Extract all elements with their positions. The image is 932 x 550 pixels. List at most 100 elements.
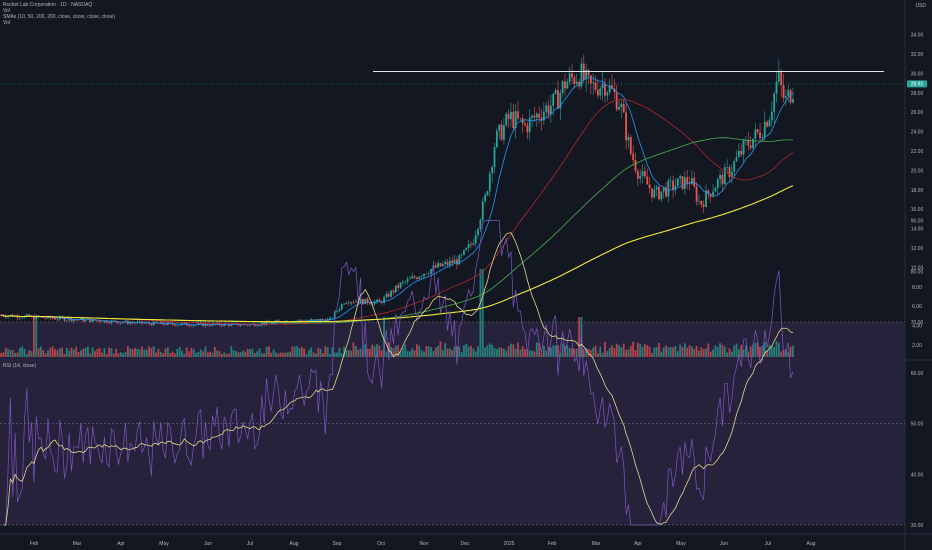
volume-bar: [780, 351, 783, 357]
volume-bar: [488, 343, 491, 357]
candle-body: [632, 153, 635, 161]
volume-bar: [265, 346, 268, 357]
volume-bar: [98, 348, 101, 357]
volume-bar: [423, 351, 425, 357]
volume-bar: [573, 348, 576, 357]
volume-bar: [89, 353, 92, 357]
candle-body: [479, 220, 482, 230]
volume-bar: [557, 345, 559, 357]
volume-bar: [289, 351, 291, 357]
volume-bar: [338, 347, 341, 357]
candle-body: [618, 106, 620, 110]
time-tick-label: Mar: [592, 541, 601, 547]
volume-bar: [622, 343, 625, 357]
time-tick-label: Nov: [420, 541, 429, 547]
volume-bar: [608, 347, 611, 357]
candle-body: [463, 250, 465, 255]
candle-body: [740, 150, 743, 155]
candle-body: [700, 201, 703, 205]
candle-body: [686, 177, 689, 184]
candle-body: [96, 320, 99, 322]
volume-bar: [270, 352, 273, 357]
candle-body: [510, 111, 512, 120]
price-tick-label: 18.00: [911, 188, 924, 194]
volume-bar: [258, 348, 261, 357]
candle-body: [622, 103, 625, 113]
candle-body: [77, 319, 80, 321]
candle-body: [484, 194, 486, 202]
candle-body: [98, 320, 101, 322]
candle-body: [644, 171, 646, 177]
candle-body: [190, 325, 193, 327]
volume-bar: [669, 347, 672, 357]
volume-bar: [385, 351, 388, 357]
time-tick-label: Oct: [377, 541, 385, 547]
volume-bar: [28, 350, 31, 357]
candle-body: [566, 81, 569, 89]
volume-bar: [354, 346, 357, 357]
candle-body: [712, 191, 714, 197]
candle-body: [131, 322, 134, 324]
candle-body: [277, 320, 280, 322]
candle-body: [719, 174, 721, 180]
candle-body: [782, 85, 785, 99]
volume-bar: [117, 353, 120, 357]
candle-body: [738, 150, 740, 157]
candle-body: [580, 63, 583, 87]
volume-bar: [589, 350, 592, 357]
candle-body: [178, 324, 181, 326]
volume-bar: [752, 344, 754, 357]
volume-bar: [61, 347, 63, 357]
candle-body: [453, 259, 456, 264]
candle-body: [714, 187, 717, 192]
volume-bar: [343, 346, 345, 357]
volume-bar: [510, 343, 512, 357]
volume-bar: [336, 352, 338, 357]
candle-body: [392, 290, 395, 293]
candle-body: [538, 113, 541, 118]
candle-body: [423, 273, 425, 277]
candle-body: [387, 293, 390, 297]
price-tick-label: 26.00: [911, 110, 924, 116]
volume-bar: [472, 348, 475, 357]
volume-bar: [519, 349, 522, 357]
candle-body: [383, 297, 385, 303]
candle-body: [693, 177, 696, 187]
volume-bar: [592, 347, 595, 357]
volume-bar: [759, 346, 761, 357]
volume-bar: [197, 351, 200, 357]
volume-bar: [714, 345, 717, 357]
volume-bar: [679, 344, 682, 357]
candle-body: [256, 325, 259, 327]
candle-body: [667, 180, 670, 197]
price-tick-label: 34.00: [911, 33, 924, 39]
rsi-tick-label: 80.00: [911, 269, 924, 275]
volume-bar: [571, 347, 573, 357]
candle-body: [519, 118, 522, 119]
candle-body: [176, 325, 179, 326]
candle-body: [369, 303, 371, 304]
candle-body: [362, 299, 364, 305]
volume-bar: [77, 352, 80, 357]
candle-body: [404, 281, 407, 283]
candle-body: [117, 322, 120, 324]
candle-body: [695, 186, 698, 202]
volume-bar: [641, 346, 644, 357]
volume-bar: [691, 346, 693, 357]
volume-bar: [470, 346, 472, 357]
candle-body: [550, 105, 552, 115]
volume-bar: [284, 352, 287, 357]
rsi-tick-label: 60.00: [911, 371, 924, 377]
candle-body: [441, 263, 444, 267]
volume-bar: [770, 345, 773, 357]
candle-body: [785, 96, 787, 99]
candle-body: [641, 171, 644, 176]
volume-bar: [658, 343, 660, 357]
volume-bar: [698, 350, 700, 357]
volume-bar: [444, 343, 447, 357]
volume-bar: [747, 352, 750, 357]
volume-bar: [505, 350, 508, 357]
volume-bar: [331, 347, 334, 357]
price-tick-label: 16.00: [911, 207, 924, 213]
